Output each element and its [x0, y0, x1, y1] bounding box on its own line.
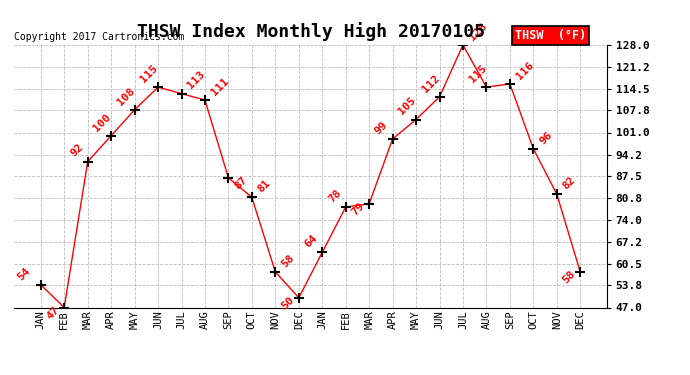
Text: 79: 79 — [350, 201, 366, 217]
Text: Copyright 2017 Cartronics.com: Copyright 2017 Cartronics.com — [14, 32, 184, 42]
Text: 115: 115 — [467, 63, 489, 84]
Text: 115: 115 — [139, 63, 160, 84]
Text: THSW  (°F): THSW (°F) — [515, 29, 586, 42]
Text: 113: 113 — [186, 69, 207, 91]
Text: 111: 111 — [209, 76, 230, 98]
Text: 96: 96 — [538, 129, 554, 146]
Text: 105: 105 — [397, 95, 418, 117]
Text: 99: 99 — [373, 120, 390, 136]
Text: 64: 64 — [303, 233, 319, 250]
Text: 58: 58 — [561, 269, 578, 286]
Text: 112: 112 — [420, 73, 442, 94]
Text: 128: 128 — [467, 21, 489, 42]
Text: 87: 87 — [233, 175, 249, 192]
Text: 82: 82 — [561, 175, 578, 191]
Text: 108: 108 — [115, 86, 137, 107]
Text: 54: 54 — [16, 266, 32, 282]
Text: 92: 92 — [68, 142, 85, 159]
Text: 81: 81 — [256, 178, 273, 195]
Text: 50: 50 — [279, 295, 296, 312]
Title: THSW Index Monthly High 20170105: THSW Index Monthly High 20170105 — [137, 22, 484, 40]
Text: 100: 100 — [92, 112, 113, 133]
Text: 47: 47 — [45, 305, 61, 321]
Text: 116: 116 — [514, 60, 535, 81]
Text: 58: 58 — [279, 252, 296, 269]
Text: 78: 78 — [326, 188, 343, 204]
